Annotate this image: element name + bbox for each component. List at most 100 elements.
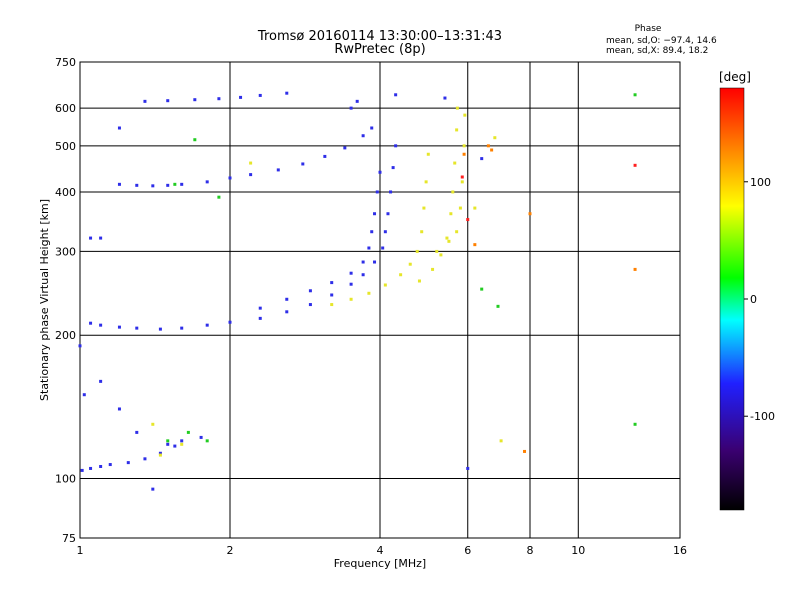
data-point: [89, 321, 93, 325]
data-point: [453, 161, 457, 165]
data-point: [349, 106, 353, 110]
data-point: [370, 230, 374, 234]
data-point: [276, 168, 280, 172]
data-point: [135, 183, 139, 187]
data-point: [394, 144, 398, 148]
data-point: [463, 113, 467, 117]
data-point: [460, 175, 464, 179]
data-point: [330, 303, 334, 307]
data-point: [386, 212, 390, 216]
x-tick-label: 1: [77, 544, 84, 557]
colorbar-label: [deg]: [719, 70, 751, 84]
data-point: [462, 144, 466, 148]
data-point: [117, 407, 121, 411]
data-point: [431, 267, 435, 271]
data-point: [180, 442, 184, 446]
data-point: [389, 190, 393, 194]
data-point: [490, 148, 494, 152]
y-tick-label: 500: [55, 140, 76, 153]
data-point: [343, 146, 347, 150]
data-point: [205, 323, 209, 327]
data-point: [367, 246, 371, 250]
data-point: [451, 190, 455, 194]
data-point: [89, 236, 93, 240]
x-tick-label: 2: [227, 544, 234, 557]
data-point: [473, 243, 477, 247]
data-point: [173, 444, 177, 448]
colorbar-tick-label: -100: [750, 410, 775, 423]
data-point: [99, 379, 103, 383]
grid: [80, 62, 680, 538]
data-point: [499, 439, 503, 443]
y-tick-label: 200: [55, 329, 76, 342]
data-point: [493, 136, 497, 140]
stats-o-line: mean, sd,O: −97.4, 14.6: [606, 36, 717, 46]
stats-heading: Phase: [635, 24, 662, 34]
y-tick-label: 750: [55, 56, 76, 69]
data-point: [466, 466, 470, 470]
data-point: [443, 96, 447, 100]
x-tick-label: 8: [527, 544, 534, 557]
data-point: [205, 180, 209, 184]
data-point: [480, 287, 484, 291]
data-point: [383, 230, 387, 234]
data-point: [330, 293, 334, 297]
data-point: [394, 93, 398, 97]
data-point: [523, 449, 527, 453]
data-point: [417, 279, 421, 283]
data-point: [228, 176, 232, 180]
data-point: [375, 190, 379, 194]
data-point: [158, 327, 162, 331]
data-point: [228, 320, 232, 324]
data-point: [80, 468, 84, 472]
data-point: [143, 99, 147, 103]
y-tick-label: 100: [55, 473, 76, 486]
data-point: [415, 249, 419, 253]
data-point: [399, 273, 403, 277]
data-point: [166, 99, 170, 103]
data-point: [151, 487, 155, 491]
data-point: [462, 152, 466, 156]
data-point: [117, 126, 121, 130]
data-point: [330, 281, 334, 285]
data-point: [633, 163, 637, 167]
data-point: [258, 93, 262, 97]
data-point: [117, 182, 121, 186]
data-point: [151, 422, 155, 426]
data-point: [633, 422, 637, 426]
data-point: [480, 157, 484, 161]
data-point: [361, 260, 365, 264]
data-point: [373, 260, 377, 264]
data-point: [117, 325, 121, 329]
data-point: [323, 154, 327, 158]
data-point: [308, 289, 312, 293]
data-point: [426, 152, 430, 156]
chart-title: Tromsø 20160114 13:30:00–13:31:43: [257, 29, 502, 44]
data-point: [180, 182, 184, 186]
x-tick-label: 6: [464, 544, 471, 557]
data-point: [99, 236, 103, 240]
data-point: [166, 183, 170, 187]
colorbar-tick-label: 0: [750, 293, 757, 306]
data-point: [158, 451, 162, 455]
data-point: [466, 218, 470, 222]
y-tick-labels: 75 100 200 300 400 500 600 750: [55, 56, 76, 545]
data-point: [378, 170, 382, 174]
data-point: [449, 212, 453, 216]
x-tick-label: 10: [571, 544, 585, 557]
x-axis-label: Frequency [MHz]: [334, 557, 426, 570]
data-point: [439, 253, 443, 257]
data-point: [126, 461, 130, 465]
data-point: [455, 230, 459, 234]
data-point: [99, 464, 103, 468]
data-point: [173, 182, 177, 186]
data-point: [373, 212, 377, 216]
data-point: [285, 297, 289, 301]
data-point: [186, 430, 190, 434]
data-point: [496, 304, 500, 308]
data-point: [633, 267, 637, 271]
data-point: [166, 439, 170, 443]
data-point: [361, 273, 365, 277]
data-point: [199, 435, 203, 439]
